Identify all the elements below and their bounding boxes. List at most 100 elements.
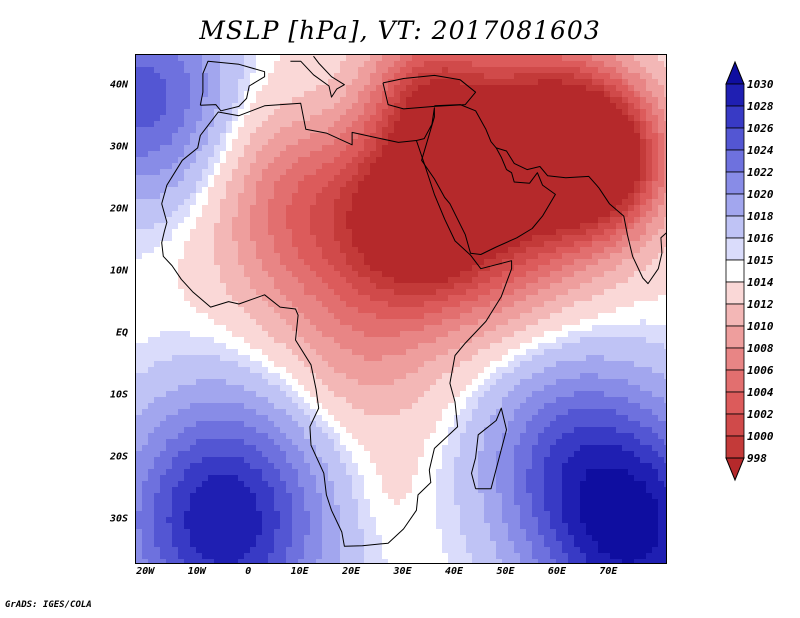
pressure-cell	[460, 283, 467, 290]
pressure-cell	[304, 301, 311, 308]
pressure-cell	[382, 199, 389, 206]
pressure-cell	[214, 121, 221, 128]
pressure-cell	[568, 193, 575, 200]
pressure-cell	[262, 367, 269, 374]
pressure-cell	[562, 109, 569, 116]
pressure-cell	[454, 151, 461, 158]
pressure-cell	[340, 271, 347, 278]
pressure-cell	[532, 355, 539, 362]
pressure-cell	[298, 331, 305, 338]
pressure-cell	[490, 253, 497, 260]
pressure-cell	[142, 319, 149, 326]
pressure-cell	[478, 367, 485, 374]
pressure-cell	[274, 367, 281, 374]
pressure-cell	[358, 229, 365, 236]
pressure-cell	[346, 319, 353, 326]
pressure-cell	[526, 295, 533, 302]
pressure-cell	[322, 127, 329, 134]
pressure-cell	[340, 307, 347, 314]
pressure-cell	[238, 313, 245, 320]
pressure-cell	[622, 67, 629, 74]
pressure-cell	[340, 157, 347, 164]
pressure-cell	[466, 355, 473, 362]
pressure-cell	[430, 205, 437, 212]
pressure-cell	[250, 175, 257, 182]
pressure-cell	[448, 169, 455, 176]
pressure-cell	[448, 295, 455, 302]
pressure-cell	[214, 271, 221, 278]
pressure-cell	[346, 175, 353, 182]
pressure-cell	[340, 277, 347, 284]
pressure-cell	[226, 223, 233, 230]
pressure-cell	[208, 79, 215, 86]
pressure-cell	[490, 223, 497, 230]
pressure-cell	[334, 349, 341, 356]
pressure-cell	[208, 103, 215, 110]
pressure-cell	[436, 133, 443, 140]
pressure-cell	[544, 103, 551, 110]
pressure-cell	[664, 241, 666, 248]
pressure-cell	[448, 175, 455, 182]
pressure-cell	[370, 373, 377, 380]
pressure-cell	[448, 265, 455, 272]
pressure-cell	[436, 55, 443, 62]
pressure-cell	[628, 109, 635, 116]
pressure-cell	[382, 319, 389, 326]
pressure-cell	[208, 175, 215, 182]
pressure-cell	[502, 343, 509, 350]
pressure-cell	[190, 139, 197, 146]
pressure-cell	[196, 109, 203, 116]
pressure-cell	[406, 241, 413, 248]
pressure-cell	[502, 145, 509, 152]
pressure-cell	[622, 223, 629, 230]
pressure-cell	[388, 175, 395, 182]
pressure-cell	[160, 301, 167, 308]
pressure-cell	[154, 205, 161, 212]
pressure-cell	[502, 289, 509, 296]
pressure-cell	[466, 175, 473, 182]
pressure-cell	[478, 121, 485, 128]
pressure-cell	[562, 115, 569, 122]
pressure-cell	[502, 295, 509, 302]
pressure-cell	[622, 109, 629, 116]
pressure-cell	[580, 55, 587, 62]
pressure-cell	[646, 349, 653, 356]
pressure-cell	[418, 211, 425, 218]
pressure-cell	[658, 301, 665, 308]
pressure-cell	[586, 67, 593, 74]
pressure-cell	[280, 121, 287, 128]
pressure-cell	[184, 103, 191, 110]
pressure-cell	[166, 235, 173, 242]
pressure-cell	[340, 283, 347, 290]
pressure-cell	[460, 97, 467, 104]
pressure-cell	[460, 157, 467, 164]
pressure-cell	[628, 307, 635, 314]
pressure-cell	[244, 151, 251, 158]
pressure-cell	[472, 97, 479, 104]
pressure-cell	[556, 253, 563, 260]
pressure-cell	[508, 319, 515, 326]
pressure-cell	[160, 289, 167, 296]
pressure-cell	[280, 169, 287, 176]
pressure-cell	[460, 355, 467, 362]
pressure-cell	[400, 385, 407, 392]
pressure-cell	[166, 175, 173, 182]
pressure-cell	[256, 361, 263, 368]
pressure-cell	[304, 343, 311, 350]
pressure-cell	[412, 217, 419, 224]
pressure-cell	[232, 55, 239, 62]
pressure-cell	[664, 247, 666, 254]
pressure-cell	[226, 289, 233, 296]
pressure-cell	[412, 169, 419, 176]
pressure-cell	[490, 55, 497, 62]
pressure-cell	[250, 55, 257, 62]
pressure-cell	[178, 385, 185, 392]
pressure-cell	[388, 235, 395, 242]
pressure-cell	[322, 307, 329, 314]
pressure-cell	[184, 319, 191, 326]
pressure-cell	[538, 241, 545, 248]
pressure-cell	[568, 337, 575, 344]
pressure-cell	[532, 55, 539, 62]
pressure-cell	[214, 199, 221, 206]
pressure-cell	[646, 163, 653, 170]
